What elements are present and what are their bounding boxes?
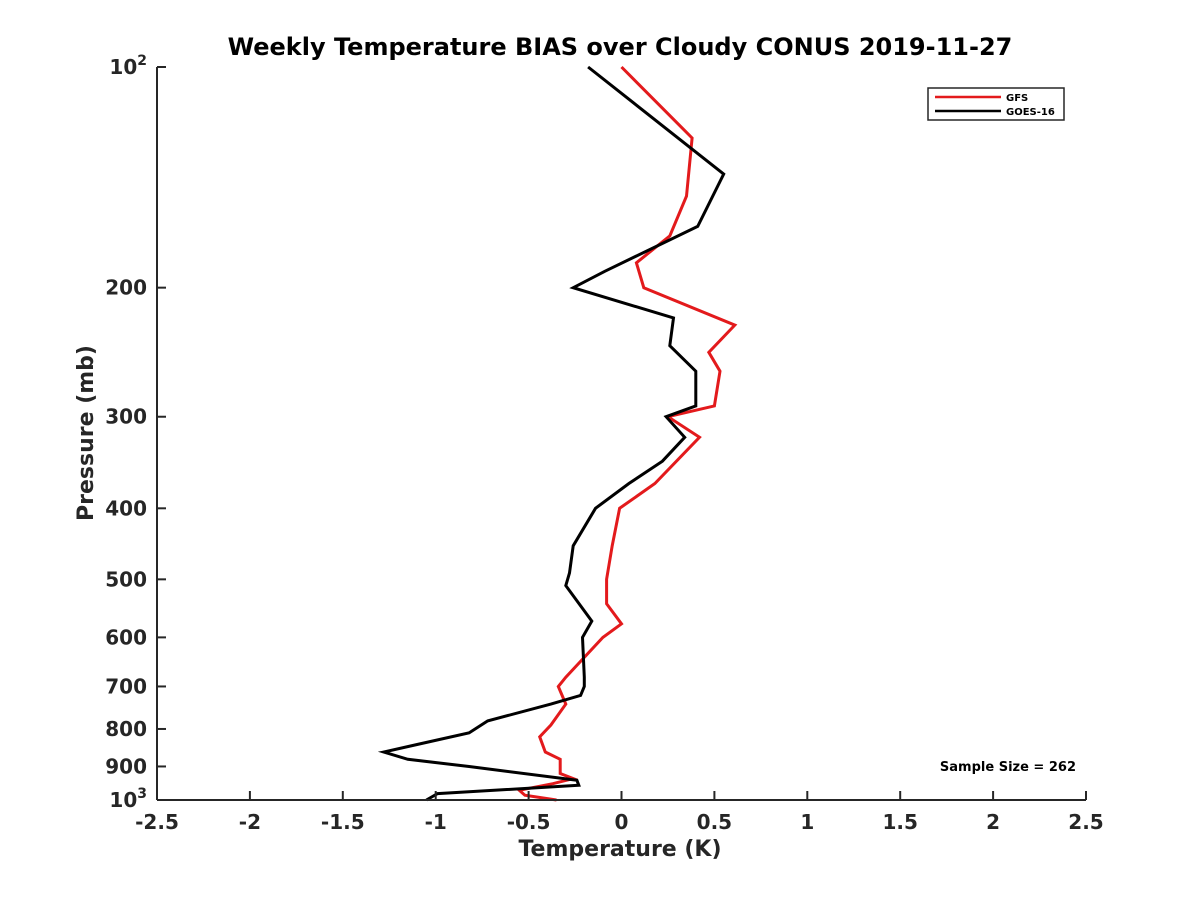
legend-box [927, 87, 1065, 121]
x-tick-label: -1 [425, 810, 447, 834]
y-axis-label: Pressure (mb) [74, 345, 99, 521]
x-tick-label: 0 [615, 810, 629, 834]
y-axis-ticks: 102 200 300 400 500 600 700 800 900 103 [105, 53, 166, 812]
x-tick-label: 2.5 [1068, 810, 1103, 834]
y-tick-label: 400 [105, 496, 147, 520]
y-tick-label: 500 [105, 567, 147, 591]
x-tick-label: 0.5 [697, 810, 732, 834]
series-line-goes16 [377, 65, 726, 802]
legend: GFS GOES-16 [927, 87, 1065, 121]
x-tick-label: 1.5 [882, 810, 917, 834]
y-tick-label: 800 [105, 717, 147, 741]
y-tick-label: 103 [109, 786, 147, 812]
legend-label-gfs: GFS [1006, 93, 1028, 104]
y-tick-label: 900 [105, 754, 147, 778]
sample-size-annotation: Sample Size = 262 [940, 760, 1076, 775]
series-line-gfs [516, 65, 738, 802]
y-tick-label: 200 [105, 276, 147, 300]
x-axis-ticks: -2.5 -2 -1.5 -1 -0.5 0 0.5 1 1.5 2 2.5 [135, 791, 1104, 834]
y-tick-label: 600 [105, 625, 147, 649]
y-tick-label: 300 [105, 405, 147, 429]
y-tick-label: 102 [109, 53, 147, 79]
x-tick-label: 2 [986, 810, 1000, 834]
chart-title: Weekly Temperature BIAS over Cloudy CONU… [228, 33, 1013, 61]
x-tick-label: 1 [800, 810, 814, 834]
x-axis-label: Temperature (K) [518, 837, 721, 862]
y-tick-label: 700 [105, 674, 147, 698]
plot-area [377, 65, 738, 802]
x-tick-label: -0.5 [507, 810, 551, 834]
x-tick-label: -1.5 [321, 810, 365, 834]
x-tick-label: -2.5 [135, 810, 179, 834]
legend-label-goes16: GOES-16 [1006, 107, 1055, 118]
x-tick-label: -2 [239, 810, 261, 834]
